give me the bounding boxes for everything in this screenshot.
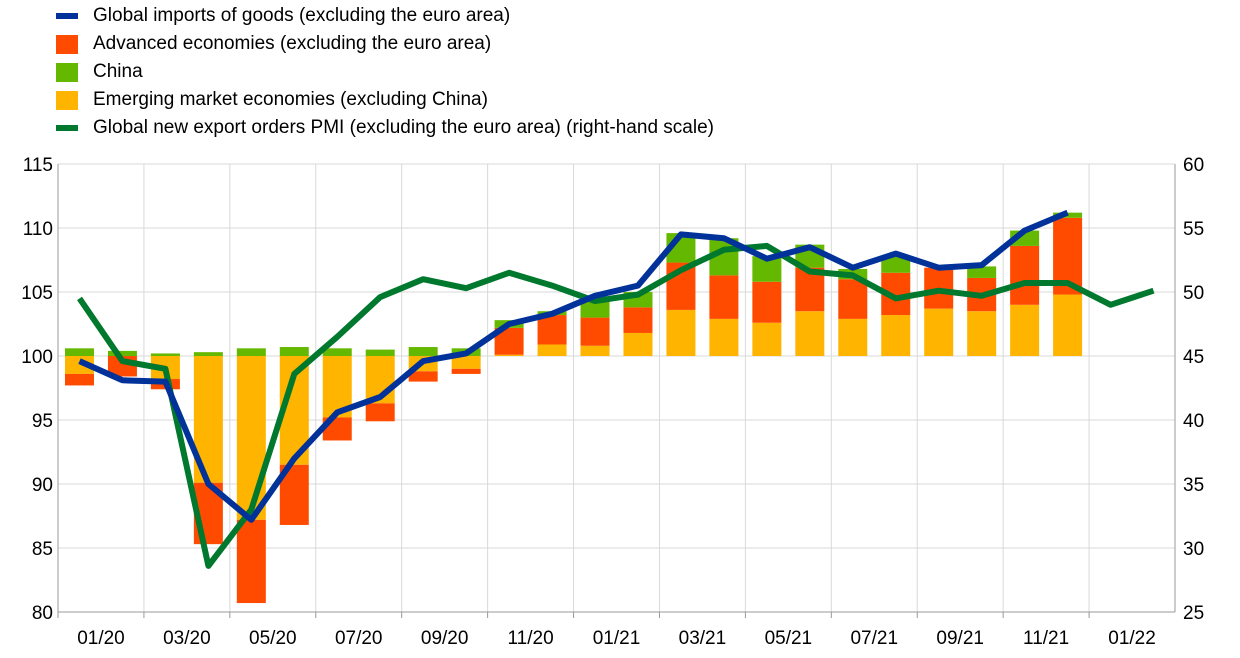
bar-segment (236, 519, 266, 604)
bar-segment (666, 309, 696, 356)
axes: 80 85 90 95 100 105 110 115 25 30 35 40 45 50 55 60 01/2… (21, 155, 1204, 649)
bar-segment (494, 354, 524, 356)
bar-segment (279, 347, 309, 356)
bar-segment (537, 344, 567, 356)
bars (64, 212, 1083, 604)
bar-segment (236, 356, 266, 520)
y-left-tick-label: 115 (23, 155, 53, 176)
bar-segment (64, 348, 94, 356)
legend-label: Global new export orders PMI (excluding … (93, 117, 714, 138)
bar-segment (623, 332, 653, 356)
bar-segment (64, 356, 94, 374)
legend: Global imports of goods (excluding the e… (56, 2, 714, 142)
y-left-tick-label: 85 (32, 539, 53, 560)
series-line (78, 209, 1069, 523)
y-right-tick-label: 30 (1183, 539, 1204, 560)
bar-segment (623, 307, 653, 333)
x-tick-label: 07/21 (850, 628, 898, 649)
legend-item: Advanced economies (excluding the euro a… (56, 30, 714, 58)
bar-segment (107, 350, 137, 356)
x-tick-label: 01/21 (593, 628, 641, 649)
bar-segment (838, 318, 868, 356)
x-tick-label: 11/21 (1023, 628, 1069, 649)
bar-segment (408, 347, 438, 356)
y-right-tick-label: 60 (1183, 155, 1204, 176)
bar-segment (838, 279, 868, 319)
x-tick-label: 05/20 (249, 628, 297, 649)
x-tick-label: 05/21 (765, 628, 813, 649)
y-right-tick-label: 35 (1183, 475, 1204, 496)
bar-segment (580, 345, 610, 356)
bar-segment (365, 349, 395, 356)
legend-item: Global imports of goods (excluding the e… (56, 2, 714, 30)
bar-segment (795, 311, 825, 356)
bar-segment (881, 315, 911, 356)
y-left-tick-label: 105 (21, 283, 53, 304)
bar-segment (451, 356, 481, 369)
x-tick-label: 01/22 (1108, 628, 1156, 649)
bar-segment (580, 317, 610, 346)
legend-swatch (56, 34, 78, 54)
y-left-tick-label: 80 (32, 603, 53, 624)
x-tick-label: 03/21 (679, 628, 727, 649)
y-left-tick-label: 110 (23, 219, 53, 240)
series-line (77, 242, 1155, 569)
x-tick-label: 09/20 (421, 628, 469, 649)
bar-segment (967, 311, 997, 356)
bar-segment (1010, 304, 1040, 356)
legend-swatch (56, 62, 78, 82)
legend-label: China (93, 61, 143, 82)
legend-label: Advanced economies (excluding the euro a… (93, 33, 492, 54)
y-right-tick-label: 40 (1183, 411, 1204, 432)
bar-segment (924, 308, 954, 356)
legend-item: Emerging market economies (excluding Chi… (56, 86, 714, 114)
legend-swatch (56, 13, 78, 19)
bar-segment (64, 373, 94, 386)
bar-segment (451, 368, 481, 374)
bar-segment (1010, 245, 1040, 305)
x-tick-label: 07/20 (335, 628, 383, 649)
y-right-tick-label: 50 (1183, 283, 1204, 304)
y-right-tick-label: 25 (1183, 603, 1204, 624)
bar-segment (752, 322, 782, 356)
y-right-tick-label: 45 (1183, 347, 1204, 368)
x-tick-label: 09/21 (936, 628, 984, 649)
x-tick-label: 03/20 (163, 628, 211, 649)
bar-segment (752, 281, 782, 323)
bar-segment (709, 318, 739, 356)
bar-segment (967, 266, 997, 278)
x-tick-label: 11/20 (508, 628, 554, 649)
legend-item: Global new export orders PMI (excluding … (56, 114, 714, 142)
bar-segment (881, 256, 911, 273)
lines (77, 209, 1155, 569)
bar-segment (408, 371, 438, 382)
bar-segment (150, 353, 180, 356)
y-right-tick-label: 55 (1183, 219, 1204, 240)
bar-segment (322, 348, 352, 356)
legend-label: Global imports of goods (excluding the e… (93, 5, 511, 26)
y-left-tick-label: 100 (21, 347, 53, 368)
x-tick-label: 01/20 (77, 628, 125, 649)
legend-label: Emerging market economies (excluding Chi… (93, 89, 488, 110)
bar-segment (365, 403, 395, 422)
bar-segment (537, 315, 567, 345)
bar-segment (709, 275, 739, 319)
bar-segment (193, 352, 223, 356)
y-left-tick-label: 95 (32, 411, 53, 432)
legend-swatch (56, 90, 78, 110)
legend-item: China (56, 58, 714, 86)
legend-swatch (56, 125, 78, 131)
bar-segment (1053, 294, 1083, 356)
bar-segment (236, 348, 266, 356)
y-left-tick-label: 90 (32, 475, 53, 496)
